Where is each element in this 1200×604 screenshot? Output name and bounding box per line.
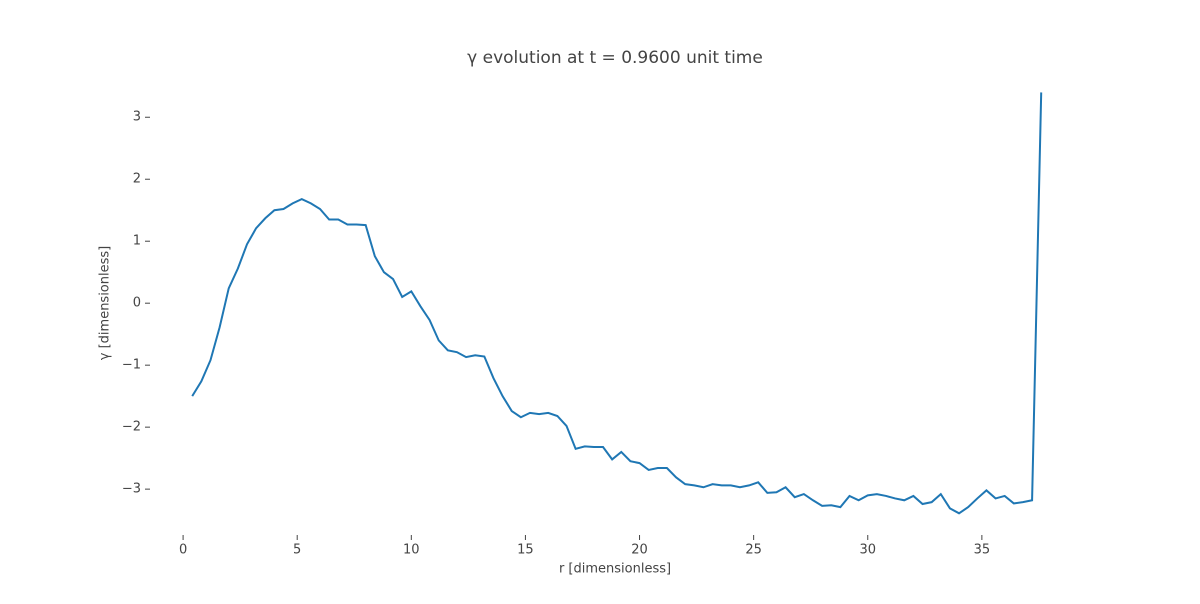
y-tick-label: 1 (133, 234, 141, 249)
x-tick-label: 20 (631, 543, 648, 558)
x-tick-label: 10 (403, 543, 420, 558)
line (191, 92, 1043, 515)
x-tick-label: 35 (974, 543, 991, 558)
x-tick-label: 5 (293, 543, 301, 558)
x-tick-label: 15 (517, 543, 534, 558)
y-tick-label: 3 (133, 110, 141, 125)
y-tick-label: 2 (133, 172, 141, 187)
y-tick-label: −1 (122, 358, 141, 373)
y-tick-label: −3 (122, 482, 141, 497)
x-tick-label: 30 (859, 543, 876, 558)
y-tick-label: −2 (122, 420, 141, 435)
x-tick-label: 25 (745, 543, 762, 558)
x-axis-label: r [dimensionless] (559, 562, 671, 577)
y-tick-label: 0 (133, 296, 141, 311)
y-axis-label: γ [dimensionless] (98, 246, 113, 360)
chart-title: γ evolution at t = 0.9600 unit time (467, 48, 763, 68)
x-tick-label: 0 (179, 543, 187, 558)
